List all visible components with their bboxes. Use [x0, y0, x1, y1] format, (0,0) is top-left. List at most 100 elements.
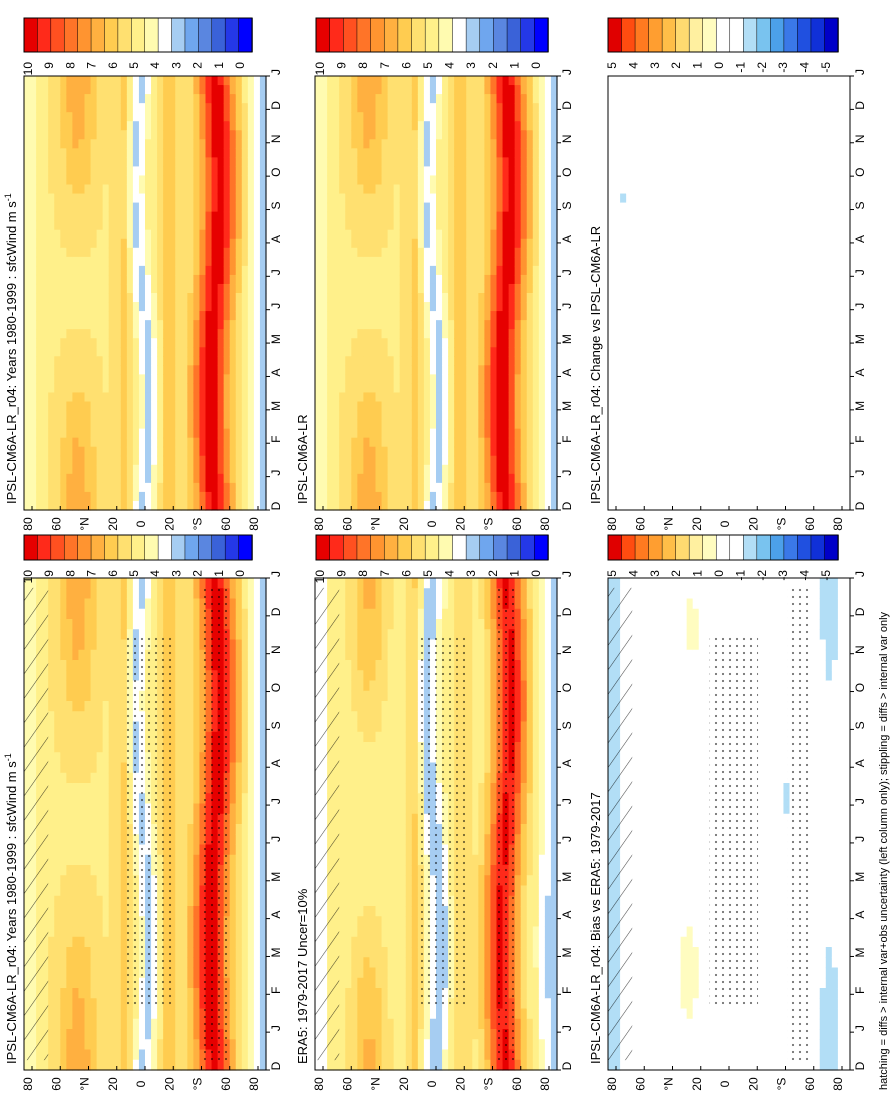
cell	[241, 660, 249, 671]
cell	[638, 793, 645, 805]
cell	[84, 1029, 92, 1040]
cell	[638, 916, 645, 928]
cell	[72, 649, 80, 661]
cell	[393, 731, 401, 743]
cell	[193, 619, 201, 630]
cell	[704, 793, 712, 805]
cell	[526, 721, 534, 733]
cell	[199, 1029, 207, 1040]
cell	[102, 895, 110, 907]
cell	[644, 721, 651, 733]
cell	[120, 772, 128, 784]
cell	[526, 1008, 534, 1020]
cell	[478, 947, 485, 958]
cell	[532, 824, 540, 835]
cell	[632, 701, 639, 712]
lat-label: 60	[49, 1077, 63, 1091]
cell	[411, 977, 419, 989]
cell	[478, 680, 485, 692]
cell	[662, 854, 670, 866]
cell	[686, 803, 694, 815]
cell	[78, 988, 86, 999]
cell	[90, 906, 98, 917]
cell	[339, 957, 346, 969]
cell	[490, 721, 498, 733]
cell	[345, 1059, 352, 1071]
cell	[90, 865, 98, 876]
cell	[78, 742, 86, 753]
cell	[632, 752, 639, 764]
cell	[138, 1059, 146, 1071]
cell	[538, 690, 546, 702]
cell	[399, 629, 407, 641]
cell	[638, 926, 645, 938]
cell	[686, 926, 694, 938]
cell	[259, 1029, 267, 1040]
colorbar-swatch	[224, 534, 240, 561]
cell	[235, 578, 243, 589]
cell	[668, 1029, 676, 1040]
cell	[181, 977, 188, 989]
cell	[484, 947, 492, 958]
cell	[650, 844, 657, 856]
cell	[550, 670, 558, 682]
cell	[363, 813, 371, 825]
cell	[229, 844, 237, 856]
cell	[96, 680, 104, 692]
cell	[247, 936, 255, 948]
cell	[532, 865, 540, 876]
month-label: O	[560, 683, 574, 692]
cell	[387, 701, 395, 712]
cell	[187, 977, 194, 989]
cell	[357, 598, 364, 610]
cell	[187, 619, 194, 630]
cell	[638, 967, 645, 979]
cell	[72, 936, 80, 948]
cell	[656, 947, 664, 958]
cell	[54, 1059, 61, 1071]
cell	[399, 875, 407, 887]
cell	[363, 967, 371, 979]
cell	[253, 824, 261, 835]
cell	[157, 588, 164, 600]
cell	[60, 731, 67, 743]
cell	[259, 588, 267, 600]
cell	[66, 885, 73, 897]
cell	[187, 895, 194, 907]
cell	[193, 916, 201, 928]
cell	[375, 1059, 383, 1071]
cell	[674, 813, 682, 825]
cell	[193, 977, 201, 989]
cell	[241, 906, 249, 917]
cell	[253, 660, 261, 671]
cell	[345, 598, 352, 610]
cell	[484, 957, 492, 969]
cell	[436, 1018, 443, 1030]
cell	[466, 1008, 473, 1020]
cell	[490, 783, 498, 794]
cell	[692, 629, 700, 641]
cell	[199, 834, 207, 846]
cell	[411, 885, 419, 897]
cell	[387, 875, 395, 887]
cell	[532, 926, 540, 938]
cell	[102, 1018, 110, 1030]
cell	[544, 1018, 552, 1030]
cell	[108, 854, 116, 866]
cell	[399, 1049, 407, 1061]
cell	[229, 608, 237, 620]
cell	[466, 957, 473, 969]
cell	[108, 742, 116, 753]
cell	[351, 803, 358, 815]
cell	[66, 629, 73, 641]
cell	[532, 988, 540, 999]
colorbar-label: 10	[21, 570, 35, 584]
cell	[24, 578, 31, 589]
cell	[351, 660, 358, 671]
cell	[369, 690, 377, 702]
cell	[78, 957, 86, 969]
cell	[253, 1018, 261, 1030]
cell	[704, 998, 712, 1010]
cell	[698, 1039, 706, 1051]
cell	[193, 947, 201, 958]
